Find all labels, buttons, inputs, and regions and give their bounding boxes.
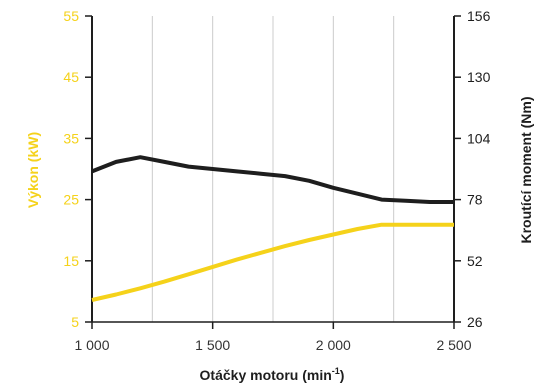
x-axis-title-suffix: ) (340, 367, 345, 383)
y-right-tick-label: 156 (467, 8, 491, 24)
y-right-tick-label: 104 (467, 130, 491, 146)
y-left-axis-title: Výkon (kW) (25, 132, 41, 208)
y-right-tick-label: 130 (467, 69, 491, 85)
y-right-tick-label: 52 (467, 253, 483, 269)
x-axis-title-superscript: -1 (332, 366, 340, 376)
gridlines (151, 16, 395, 322)
y-left-tick-label: 35 (63, 130, 79, 146)
x-tick-label: 1 000 (74, 337, 109, 353)
y-left-tick-label: 15 (63, 253, 79, 269)
torque-series-line (91, 155, 454, 204)
y-left-tick-label: 5 (71, 314, 79, 330)
series-lines (91, 155, 454, 302)
y-left-tick-label: 45 (63, 69, 79, 85)
x-axis-title: Otáčky motoru (min-1) (200, 366, 345, 383)
y-left-tick-label: 25 (63, 192, 79, 208)
y-left-tick-label: 55 (63, 8, 79, 24)
x-tick-label: 2 500 (436, 337, 471, 353)
power-series-line (91, 222, 454, 302)
tick-labels: 5 15 25 35 45 55 26 52 78 104 130 156 1 000 1 500 2 00… (63, 8, 490, 353)
x-tick-label: 1 500 (195, 337, 230, 353)
y-right-axis-title: Kroutící moment (Nm) (518, 97, 534, 244)
x-tick-label: 2 000 (316, 337, 351, 353)
y-right-tick-label: 26 (467, 314, 483, 330)
y-right-tick-label: 78 (467, 192, 483, 208)
x-axis-title-main: Otáčky motoru (min (200, 367, 332, 383)
axes (85, 15, 461, 329)
